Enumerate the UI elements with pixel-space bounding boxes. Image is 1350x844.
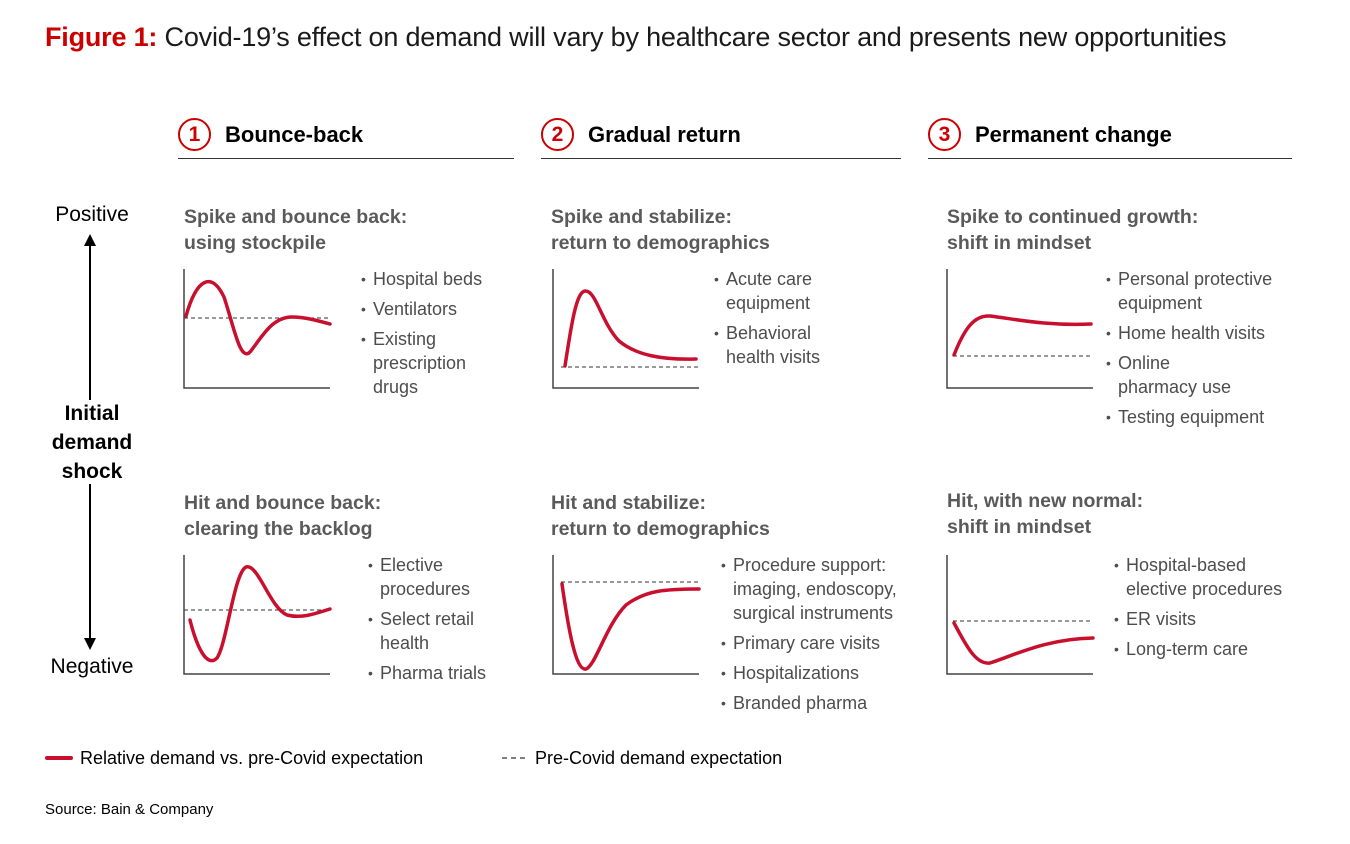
list-item: Testing equipment [1106,405,1336,429]
column-number-badge: 3 [928,118,961,151]
column-title: Permanent change [975,122,1172,147]
column-title: Bounce-back [225,122,364,147]
panel-title-spike-bounce-back: Spike and bounce back: using stockpile [184,204,407,256]
list-item: Pharma trials [368,661,533,685]
curve-spike-bounce-back [183,269,332,389]
column-header-bounce-back: 1 Bounce-back [178,118,514,159]
curve-hit-stabilize [552,555,701,675]
panel-title-line: return to demographics [551,518,770,540]
column-number-badge: 1 [178,118,211,151]
curve-spike-stabilize [552,269,699,389]
legend-dashed-line-swatch [502,757,528,759]
legend-solid-line-swatch [45,756,73,760]
axis-label-positive: Positive [55,203,129,226]
panel-title-line: shift in mindset [947,232,1092,254]
column-header-permanent-change: 3 Permanent change [928,118,1292,159]
axis-label-negative: Negative [50,655,134,678]
panel-title-line: Hit and bounce back: [184,492,382,514]
panel-title-line: Spike to continued growth: [947,206,1199,228]
axis-label-line: shock [61,460,123,483]
items-spike-bounce-back: Hospital beds Ventilators Existingprescr… [361,267,531,405]
column-header-gradual-return: 2 Gradual return [541,118,901,159]
curve-hit-bounce-back [183,555,332,675]
panel-title-hit-stabilize: Hit and stabilize: return to demographic… [551,490,770,542]
column-title: Gradual return [588,122,741,147]
legend-relative-demand: Relative demand vs. pre-Covid expectatio… [80,748,424,768]
demand-shock-axis-arrow [84,234,96,650]
list-item: Branded pharma [721,691,921,715]
legend-pre-covid-expectation: Pre-Covid demand expectation [535,748,783,768]
list-item: Hospital beds [361,267,531,291]
panel-title-spike-continued-growth: Spike to continued growth: shift in mind… [947,204,1198,256]
list-item: Primary care visits [721,631,921,655]
panel-title-line: Spike and stabilize: [551,206,732,228]
axis-label-initial-demand-shock: Initial demand shock [38,399,146,486]
axis-label-line: demand [51,431,133,454]
panel-title-line: return to demographics [551,232,770,254]
curve-hit-new-normal [946,555,1095,675]
panel-title-line: Spike and bounce back: [184,206,408,228]
list-item: ER visits [1114,607,1344,631]
figure-label: Figure 1: [45,22,158,52]
axis-label-line: Initial [64,402,120,425]
column-number-badge: 2 [541,118,574,151]
panel-title-line: clearing the backlog [184,518,373,540]
panel-title-line: shift in mindset [947,516,1092,538]
panel-title-line: Hit and stabilize: [551,492,706,514]
list-item: Procedure support:imaging, endoscopy,sur… [721,553,921,625]
curve-spike-continued-growth [946,269,1093,389]
items-hit-stabilize: Procedure support:imaging, endoscopy,sur… [721,553,921,721]
list-item: Long-term care [1114,637,1344,661]
source-note: Source: Bain & Company [45,801,214,818]
panel-title-hit-bounce-back: Hit and bounce back: clearing the backlo… [184,490,381,542]
figure-title-text: Covid-19’s effect on demand will vary by… [164,22,1227,52]
panel-title-line: Hit, with new normal: [947,490,1144,512]
list-item: Home health visits [1106,321,1336,345]
panel-title-hit-new-normal: Hit, with new normal: shift in mindset [947,488,1143,540]
panel-title-line: using stockpile [184,232,326,254]
figure-title: Figure 1: Covid-19’s effect on demand wi… [45,22,1227,53]
list-item: Ventilators [361,297,531,321]
panel-title-spike-stabilize: Spike and stabilize: return to demograph… [551,204,770,256]
list-item: Hospitalizations [721,661,921,685]
